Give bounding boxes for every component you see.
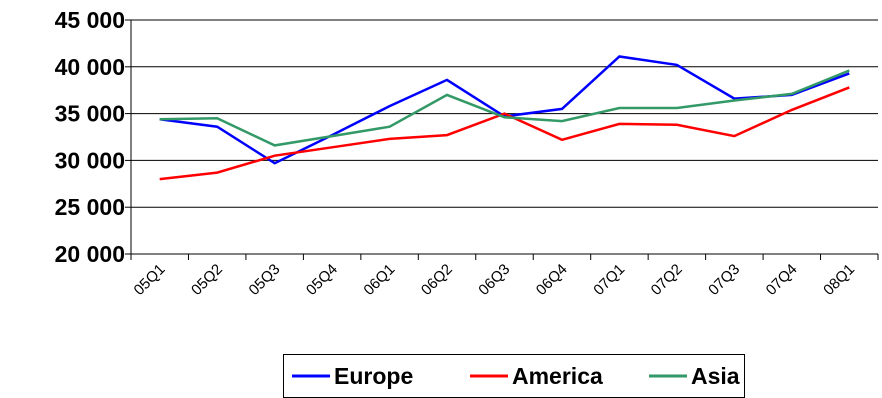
x-tick-label: 06Q4 (533, 261, 571, 299)
y-tick-label: 30 000 (55, 147, 125, 173)
x-tick-label: 05Q4 (303, 261, 341, 299)
x-tick-label: 07Q2 (648, 261, 686, 299)
x-tick-label: 05Q2 (188, 261, 226, 299)
legend-label-asia: Asia (691, 363, 740, 389)
legend-label-america: America (512, 363, 603, 389)
x-tick-label: 08Q1 (820, 261, 858, 299)
x-tick-label: 07Q3 (705, 261, 743, 299)
y-tick-label: 25 000 (55, 194, 125, 220)
x-axis-tick-labels: 05Q1 05Q2 05Q3 05Q4 06Q1 06Q2 06Q3 06Q4 07Q1 07Q2… (131, 261, 859, 299)
series-line-america (159, 86, 850, 181)
x-tick-label: 07Q4 (763, 261, 801, 299)
x-tick-label: 06Q3 (475, 261, 513, 299)
x-tick-label: 05Q1 (131, 261, 169, 299)
series-line-asia (159, 69, 850, 147)
legend-label-europe: Europe (334, 363, 413, 389)
legend: Europe America Asia (283, 354, 745, 398)
y-tick-label: 35 000 (55, 101, 125, 127)
gridlines (131, 19, 878, 255)
x-tick-label: 07Q1 (590, 261, 628, 299)
y-axis-tick-labels: 20 000 25 000 30 000 35 000 40 000 45 000 (55, 7, 125, 267)
y-tick-label: 20 000 (55, 241, 125, 267)
series-line-europe (159, 55, 850, 165)
y-tick-label: 40 000 (55, 54, 125, 80)
series-lines (159, 55, 850, 181)
axes (125, 19, 879, 260)
y-tick-label: 45 000 (55, 7, 125, 33)
x-tick-label: 05Q3 (246, 261, 284, 299)
x-tick-label: 06Q2 (418, 261, 456, 299)
x-tick-label: 06Q1 (360, 261, 398, 299)
